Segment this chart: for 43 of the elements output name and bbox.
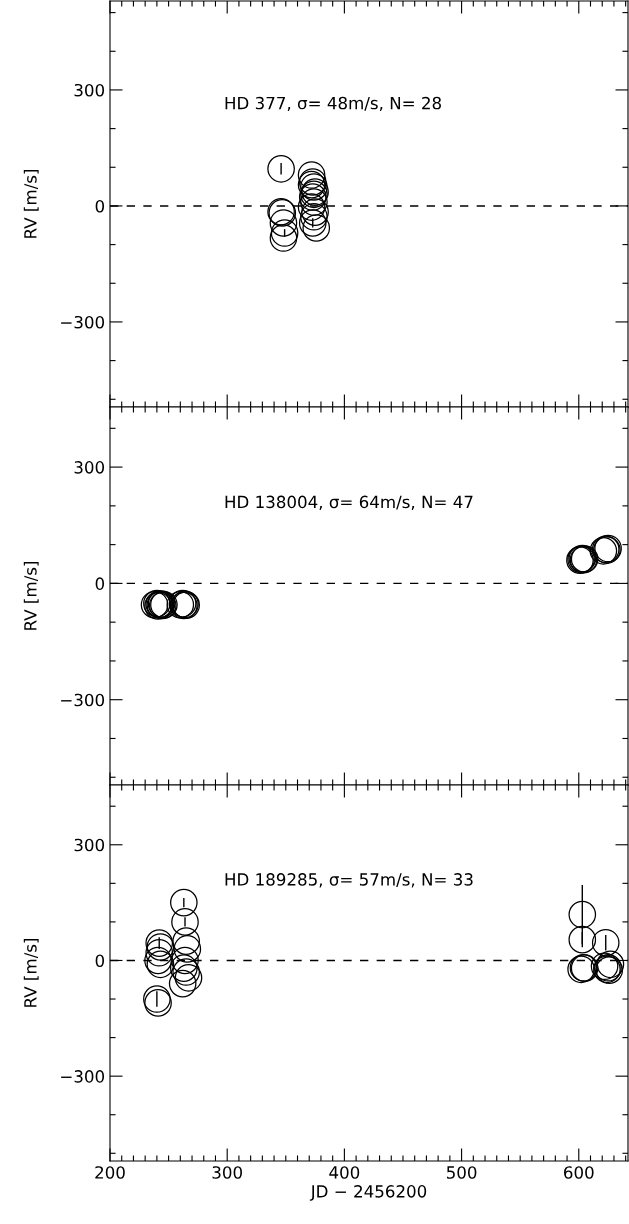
y-tick-label: 300 [74,83,105,97]
annotation: HD 138004, σ= 64m/s, N= 47 [225,495,473,510]
point [301,198,329,226]
x-tick-label: 300 [212,1166,242,1179]
x-axis-title: JD − 2456200 [309,1185,427,1201]
point [269,209,298,237]
y-tick-label: 0 [95,577,105,590]
y-tick-label: 300 [74,838,105,852]
y-axis-title: RV [m/s] [23,938,39,1007]
x-tick-label: 600 [564,1166,594,1179]
point [269,224,298,252]
point [568,925,597,954]
point [300,188,328,216]
point [174,964,203,992]
y-axis-title: RV [m/s] [23,561,39,630]
point [173,935,202,963]
point [298,209,327,237]
point [145,938,174,967]
point [170,888,198,917]
point [168,969,197,998]
point [267,154,295,183]
y-tick-label: −300 [61,315,105,329]
y-tick-label: −300 [61,1070,105,1083]
point [297,161,326,189]
y-tick-label: −300 [61,693,105,707]
point [568,900,597,929]
point [302,214,331,242]
point [171,908,199,936]
x-tick-label: 500 [446,1166,477,1179]
point [300,202,328,231]
y-axis-title: RV [m/s] [23,169,39,238]
annotation: HD 189285, σ= 57m/s, N= 33 [225,873,473,888]
point [297,193,326,221]
x-tick-label: 400 [329,1166,360,1179]
annotation: HD 377, σ= 48m/s, N= 28 [225,96,441,112]
x-tick-label: 200 [95,1166,125,1179]
y-tick-label: 0 [95,199,105,213]
y-tick-label: 300 [74,461,105,474]
y-tick-label: 0 [95,954,105,968]
point [172,927,200,956]
point [270,219,299,247]
point [591,928,620,957]
point [171,946,199,975]
